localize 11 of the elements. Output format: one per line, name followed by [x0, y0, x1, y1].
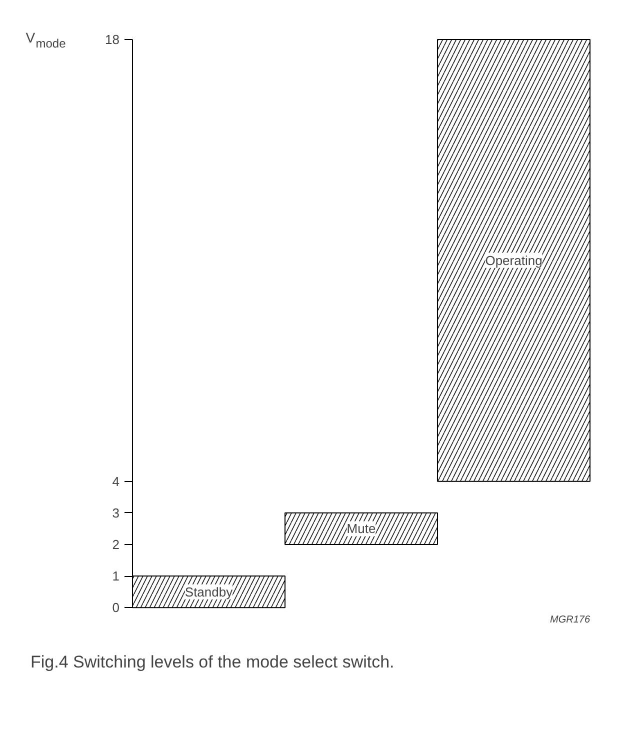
y-tick-label: 3 — [112, 505, 120, 520]
x-tick-label: Operating — [485, 252, 542, 268]
caption: Fig.4 Switching levels of the mode select switch. — [30, 652, 394, 672]
text: MGR176 — [550, 614, 590, 626]
y-tick-label: 4 — [112, 474, 120, 489]
y-tick-label: 18 — [105, 32, 120, 47]
y-tick-label: 0 — [112, 600, 120, 616]
x-tick-label: Mute — [346, 521, 376, 536]
x-tick-label: Standby — [184, 584, 234, 600]
y-tick-label: 1 — [112, 568, 120, 584]
y-tick-label: 2 — [112, 536, 120, 552]
